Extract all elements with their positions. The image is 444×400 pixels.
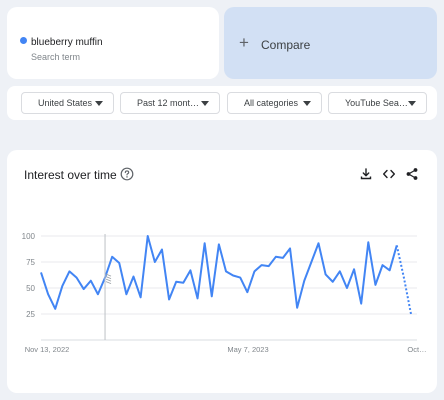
interest-line-chart: 100 75 50 25 Nov 13, 2022 May 7, 2023 Oct… [22,232,427,354]
x-tick-label: May 7, 2023 [227,345,268,354]
x-tick-label: Oct… [407,345,426,354]
series-line-partial [395,245,412,315]
help-icon[interactable] [120,167,134,181]
card-title: Interest over time [24,168,117,182]
y-tick-label: 100 [22,232,36,241]
x-tick-label: Nov 13, 2022 [25,345,70,354]
series-line [40,235,398,310]
search-type-filter-dropdown[interactable]: YouTube Sea… [328,92,427,114]
dropdown-arrow-icon [201,101,209,106]
dropdown-arrow-icon [408,101,416,106]
y-tick-label: 50 [26,284,35,293]
compare-label: Compare [261,38,311,52]
embed-code-icon[interactable] [382,167,396,181]
search-type-filter-label: YouTube Sea… [345,98,408,108]
time-range-filter-label: Past 12 mont… [137,98,200,108]
download-icon[interactable] [359,167,373,181]
interest-over-time-card: Interest over time 100 75 50 25 Nov 13, 2022… [7,150,437,393]
category-filter-dropdown[interactable]: All categories [227,92,322,114]
partial-data-hatch [105,276,112,279]
region-filter-label: United States [38,98,93,108]
region-filter-dropdown[interactable]: United States [21,92,114,114]
time-range-filter-dropdown[interactable]: Past 12 mont… [120,92,220,114]
y-tick-label: 75 [26,258,35,267]
partial-data-hatch [105,278,112,282]
share-icon[interactable] [405,167,419,181]
series-color-dot [20,37,27,44]
filter-bar: United States Past 12 mont… All categori… [7,86,437,120]
category-filter-label: All categories [244,98,299,108]
partial-data-hatch [105,281,112,284]
compare-button[interactable]: + Compare [224,7,437,79]
partial-data-hatch [105,273,112,277]
search-term-card[interactable]: blueberry muffin Search term [7,7,219,79]
plus-icon: + [239,33,249,52]
y-tick-label: 25 [26,310,35,319]
dropdown-arrow-icon [303,101,311,106]
search-term-name[interactable]: blueberry muffin [31,37,103,48]
dropdown-arrow-icon [95,101,103,106]
search-term-subtitle: Search term [31,52,81,62]
